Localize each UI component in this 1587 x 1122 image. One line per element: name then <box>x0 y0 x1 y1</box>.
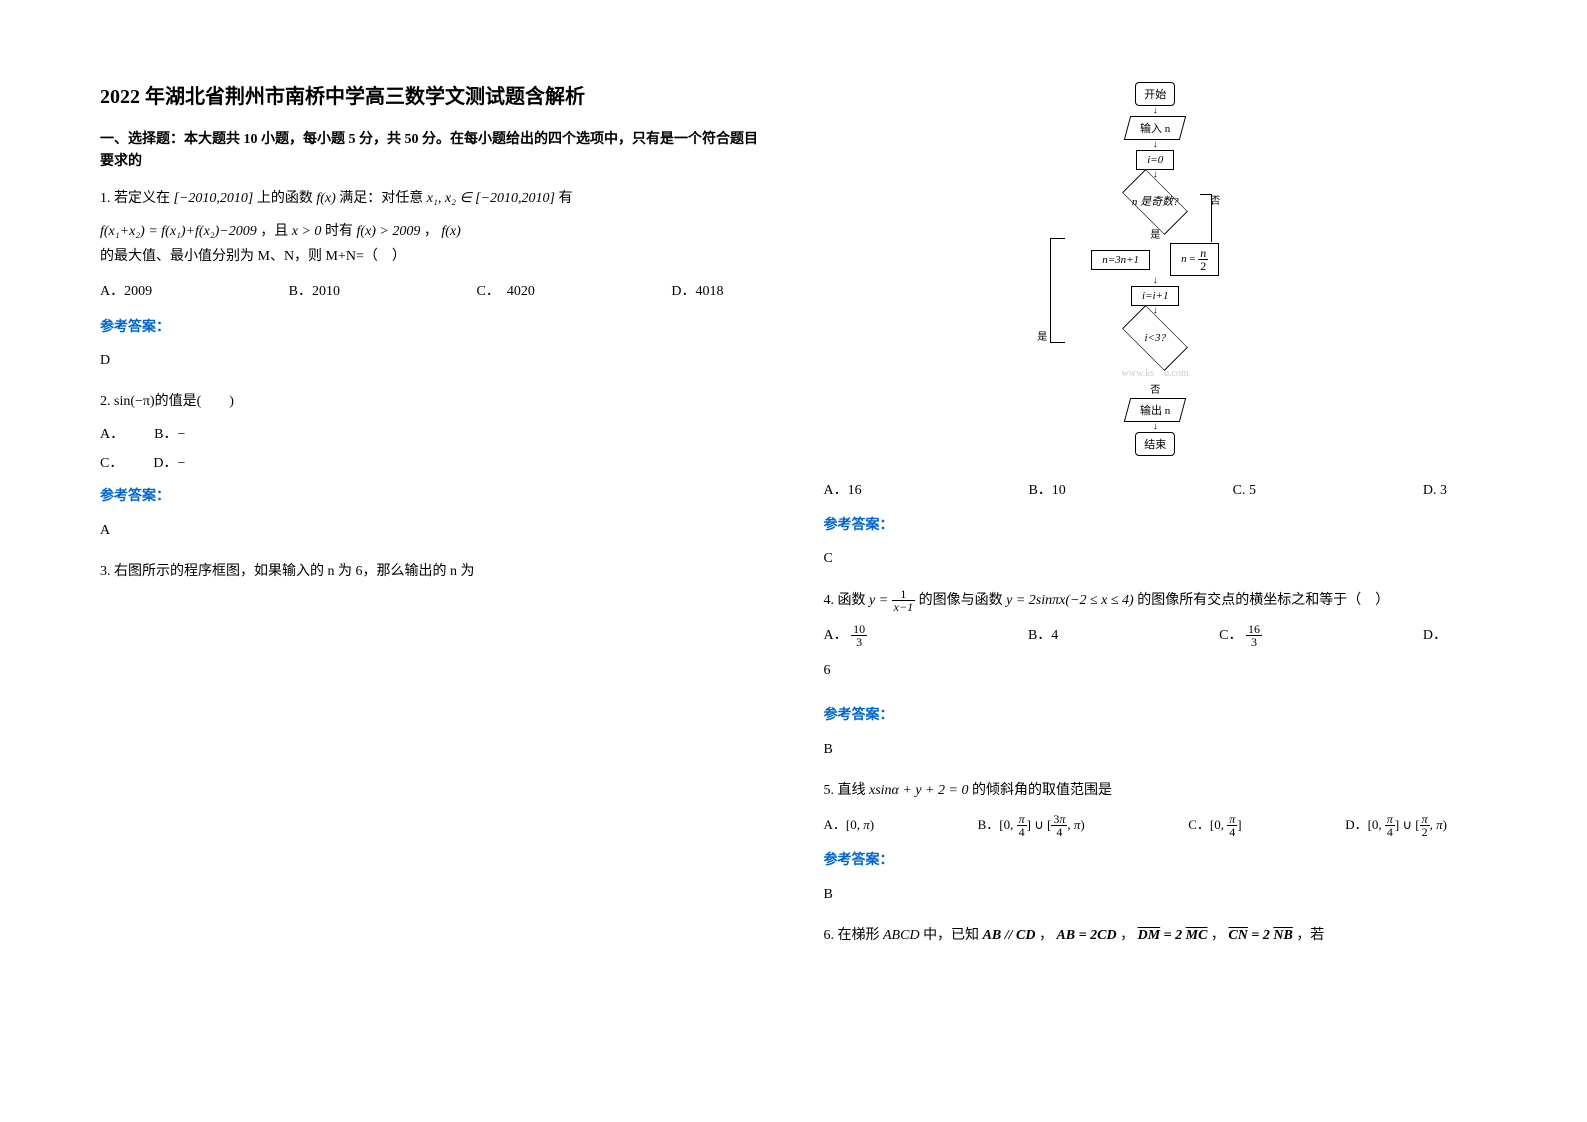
flow-start: 开始 <box>1135 82 1175 106</box>
option-a: A．16 <box>824 478 862 503</box>
question-2: 2. sin(−π)的值是( ) A． B．− C． D．− 参考答案： A <box>100 389 764 543</box>
watermark: www.ks u.com <box>1065 364 1245 379</box>
option-b: B．− <box>154 422 185 447</box>
option-b: B．4 <box>1028 623 1058 648</box>
option-a: A． <box>100 422 124 447</box>
option-c: C．[0, π4] <box>1188 813 1241 839</box>
question-1: 1. 若定义在 [−2010,2010] 上的函数 f(x) 满足：对任意 x₁… <box>100 186 764 373</box>
answer-label: 参考答案： <box>824 703 1488 728</box>
question-3: 3. 右图所示的程序框图，如果输入的 n 为 6，那么输出的 n 为 <box>100 559 764 584</box>
option-c: C． <box>100 451 123 476</box>
option-b: B．10 <box>1028 478 1065 503</box>
q4-answer: B <box>824 737 1488 762</box>
arrow-icon: ↓ <box>1065 108 1245 114</box>
flow-assign2: n = n2 <box>1170 243 1219 276</box>
option-a: A．2009 <box>100 279 152 304</box>
flowchart: 开始 ↓ 输入 n ↓ i=0 ↓ n 是奇数? 否 是 n=3n+1 n = … <box>1065 80 1245 458</box>
q5-answer: B <box>824 882 1488 907</box>
question-6: 6. 在梯形 ABCD 中，已知 AB // CD ， AB = 2CD ， D… <box>824 923 1488 948</box>
question-3-opts: A．16 B．10 C. 5 D. 3 参考答案： C <box>824 478 1488 572</box>
flow-cond2: i<3? <box>1110 318 1200 358</box>
flow-inc: i=i+1 <box>1131 286 1179 306</box>
option-c: C． 163 <box>1219 623 1262 648</box>
option-d: D． <box>1423 623 1447 648</box>
option-d: D．[0, π4] ∪ [π2, π) <box>1345 813 1447 839</box>
option-b: B．2010 <box>289 279 340 304</box>
option-a: A．[0, π) <box>824 813 875 839</box>
q1-options: A．2009 B．2010 C． 4020 D．4018 <box>100 279 764 304</box>
question-4: 4. 函数 y = 1x−1 的图像与函数 y = 2sinπx(−2 ≤ x … <box>824 588 1488 762</box>
flow-init: i=0 <box>1136 150 1174 170</box>
option-d: D. 3 <box>1423 478 1447 503</box>
question-5: 5. 直线 xsinα + y + 2 = 0 的倾斜角的取值范围是 A．[0,… <box>824 778 1488 907</box>
option-a: A． 103 <box>824 623 868 648</box>
flow-end: 结束 <box>1135 432 1175 456</box>
flow-output: 输出 n <box>1124 398 1187 422</box>
section-header: 一、选择题：本大题共 10 小题，每小题 5 分，共 50 分。在每小题给出的四… <box>100 129 764 174</box>
option-d: D．− <box>153 451 185 476</box>
page-title: 2022 年湖北省荆州市南桥中学高三数学文测试题含解析 <box>100 80 764 109</box>
option-c: C． 4020 <box>477 279 535 304</box>
q3-answer: C <box>824 546 1488 571</box>
flow-input: 输入 n <box>1124 116 1187 140</box>
q2-answer: A <box>100 518 764 543</box>
flow-cond1: n 是奇数? 否 <box>1110 182 1200 222</box>
flow-assign1: n=3n+1 <box>1091 250 1150 270</box>
option-d-val: 6 <box>824 658 1488 683</box>
q1-answer: D <box>100 348 764 373</box>
answer-label: 参考答案： <box>100 315 764 340</box>
option-b: B．[0, π4] ∪ [3π4, π) <box>978 813 1085 839</box>
answer-label: 参考答案： <box>100 484 764 509</box>
answer-label: 参考答案： <box>824 848 1488 873</box>
option-d: D．4018 <box>671 279 723 304</box>
option-c: C. 5 <box>1233 478 1256 503</box>
answer-label: 参考答案： <box>824 513 1488 538</box>
